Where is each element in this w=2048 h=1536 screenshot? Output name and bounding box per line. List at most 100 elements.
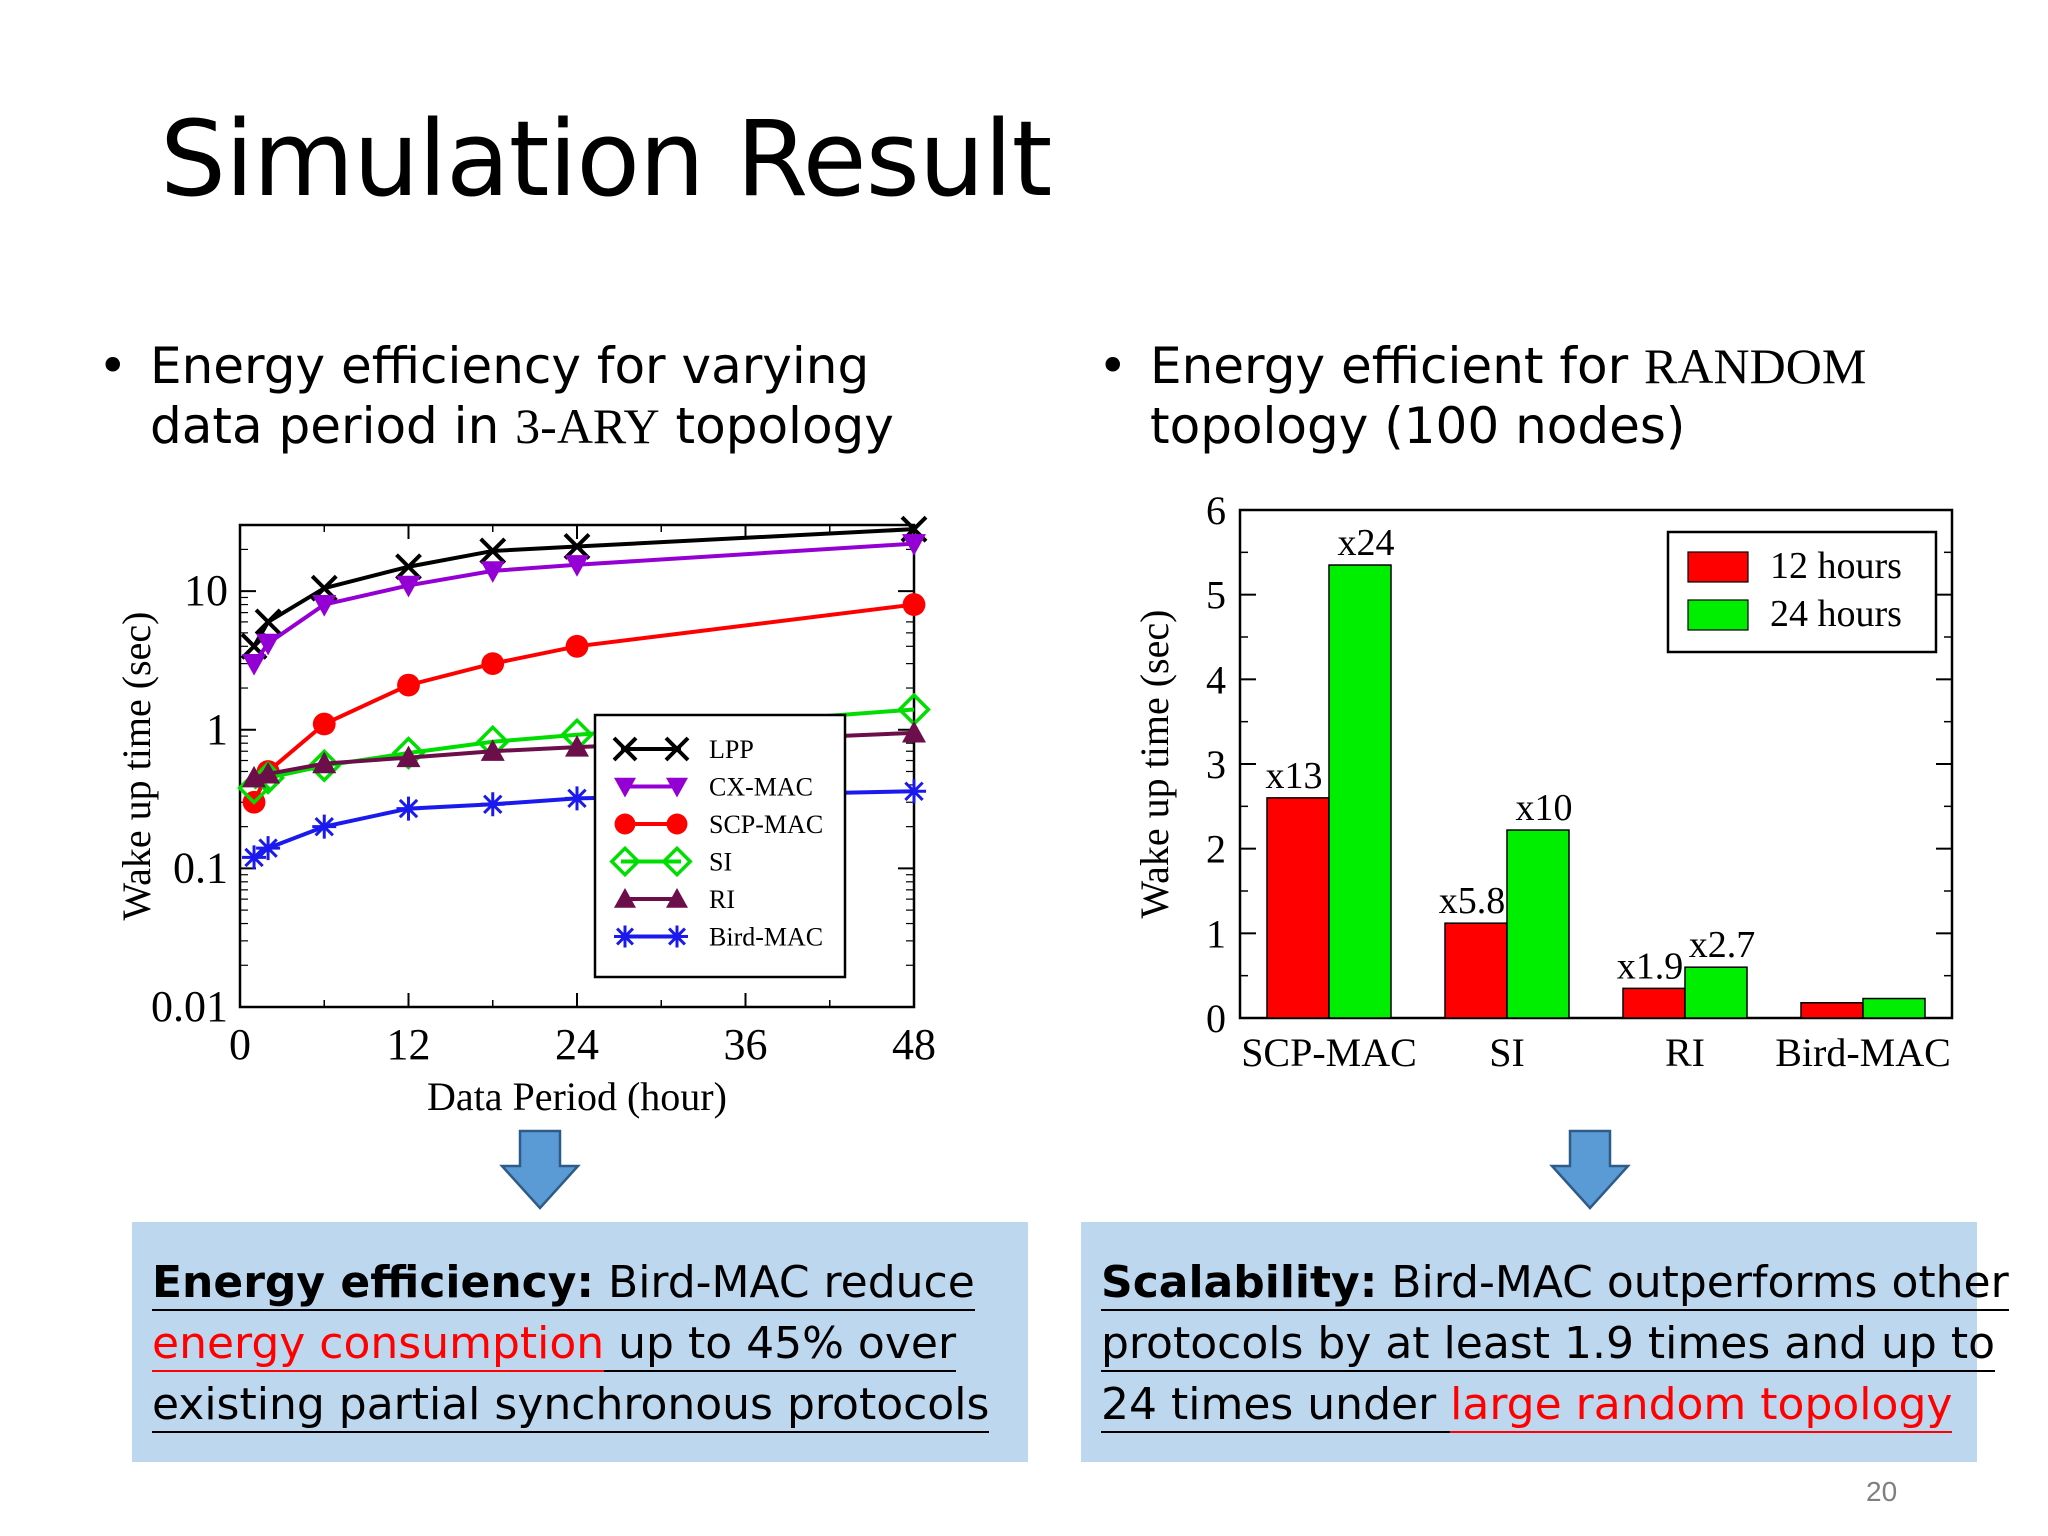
- energy-efficiency-box: Energy efficiency: Bird-MAC reduce energ…: [132, 1222, 1028, 1462]
- y-axis-label: Wake up time (sec): [114, 612, 159, 921]
- bar: [1506, 829, 1570, 1019]
- series-line: [252, 527, 915, 648]
- data-point: [565, 786, 589, 811]
- page-number: 20: [1866, 1476, 1898, 1507]
- legend-marker: [664, 736, 690, 762]
- legend-marker: [666, 925, 688, 948]
- x-axis-label: Data Period (hour): [427, 1074, 727, 1119]
- x-tick-label: SCP-MAC: [1241, 1030, 1417, 1075]
- data-point: [397, 673, 420, 697]
- legend-label: SI: [709, 848, 732, 877]
- bar: [1444, 922, 1508, 1019]
- box-text: Bird-MAC reduce: [594, 1257, 975, 1308]
- bar-label: x2.7: [1689, 924, 1756, 966]
- legend-label: 24 hours: [1770, 593, 1902, 635]
- data-point: [256, 761, 281, 784]
- legend-marker: [666, 777, 688, 798]
- data-point: [256, 633, 281, 656]
- legend-label: LPP: [709, 735, 754, 764]
- y-tick-label: 0: [1206, 996, 1226, 1041]
- data-point: [396, 575, 421, 598]
- legend-label: RI: [709, 885, 735, 914]
- box-line: 24 times under large random topology: [1101, 1374, 2009, 1435]
- data-point: [902, 593, 926, 616]
- data-point: [391, 736, 426, 770]
- x-tick-label: RI: [1665, 1030, 1705, 1075]
- y-tick-label: 2: [1206, 827, 1226, 872]
- y-tick-label: 4: [1206, 657, 1226, 702]
- y-tick-label: 10: [184, 566, 228, 615]
- y-tick-label: 3: [1206, 742, 1226, 787]
- legend-swatch: [1687, 551, 1749, 583]
- legend-label: 12 hours: [1770, 545, 1902, 587]
- y-tick-label: 5: [1206, 573, 1226, 618]
- x-tick-label: 36: [724, 1020, 768, 1069]
- legend-marker: [614, 888, 636, 908]
- y-tick-label: 6: [1206, 490, 1226, 533]
- box-text: protocols by at least 1.9 times and up t…: [1101, 1318, 1995, 1372]
- data-point: [902, 720, 926, 743]
- legend-marker: [666, 888, 688, 908]
- data-point: [480, 561, 505, 583]
- box-line: energy consumption up to 45% over: [152, 1313, 989, 1374]
- box-line: Energy efficiency: Bird-MAC reduce: [152, 1252, 989, 1313]
- y-tick-label: 1: [1206, 911, 1226, 956]
- down-arrow-icon: [499, 1129, 581, 1210]
- bar: [1266, 797, 1330, 1019]
- bullet-dot: •: [98, 337, 128, 395]
- box-line: protocols by at least 1.9 times and up t…: [1101, 1313, 2009, 1374]
- data-point: [902, 534, 926, 556]
- legend-marker: [614, 777, 636, 798]
- data-point: [480, 739, 505, 761]
- data-point: [563, 533, 591, 560]
- right-bullet-tail: topology (100 nodes): [1150, 397, 1686, 455]
- line-chart-wakeup-vs-period: 0 12 24 36 48 0.01 0.1 1 10 LPP CX-MAC SCP-MAC SI RI…: [114, 515, 936, 1119]
- data-point: [481, 652, 505, 676]
- legend-label: SCP-MAC: [709, 810, 823, 839]
- data-point: [479, 537, 507, 565]
- data-point: [312, 594, 337, 617]
- legend-label: Bird-MAC: [709, 923, 823, 952]
- box-line: existing partial synchronous protocols: [152, 1374, 990, 1435]
- box-text: Bird-MAC outperforms other: [1377, 1257, 2009, 1308]
- legend-marker: [666, 813, 688, 835]
- legend-marker: [609, 845, 641, 878]
- slide-title: Simulation Result: [160, 98, 1052, 220]
- box-line: Scalability: Bird-MAC outperforms other: [1101, 1252, 2009, 1313]
- right-bullet: • Energy efficient for RANDOM topology (…: [1098, 336, 1950, 456]
- box-heading: Energy efficiency:: [152, 1257, 595, 1308]
- data-point: [480, 792, 505, 817]
- data-point: [396, 796, 421, 821]
- x-tick-label: 12: [387, 1020, 431, 1069]
- data-point: [256, 836, 281, 861]
- bar-label: x10: [1516, 787, 1573, 829]
- legend-marker: [612, 736, 638, 762]
- x-tick-label: Bird-MAC: [1775, 1030, 1951, 1075]
- bar-label: x1.9: [1617, 945, 1684, 987]
- box-highlight: large random topology: [1450, 1379, 1953, 1433]
- bar-label: x13: [1266, 755, 1323, 797]
- data-point: [312, 712, 336, 736]
- left-bullet-text: Energy efficiency for varying data perio…: [150, 337, 870, 455]
- data-point: [902, 779, 926, 804]
- legend-swatch: [1687, 599, 1749, 631]
- bar: [1862, 997, 1926, 1019]
- bar: [1684, 966, 1748, 1019]
- box-text: up to 45% over: [604, 1318, 957, 1372]
- bullet-dot: •: [1098, 337, 1128, 395]
- bar: [1800, 1002, 1864, 1019]
- x-tick-label: SI: [1489, 1030, 1525, 1075]
- right-bullet-text: Energy efficient for: [1150, 337, 1645, 395]
- bar: [1328, 564, 1392, 1019]
- x-tick-label: 48: [892, 1020, 936, 1069]
- bar: [1622, 987, 1686, 1019]
- data-point: [565, 634, 589, 658]
- left-bullet-tail: topology: [659, 397, 894, 455]
- data-point: [312, 814, 337, 839]
- box-text: existing partial synchronous protocols: [152, 1379, 990, 1433]
- x-tick-label: 0: [229, 1020, 251, 1069]
- bar-label: x24: [1338, 522, 1395, 564]
- data-point: [395, 553, 422, 581]
- data-point: [254, 608, 282, 636]
- down-arrow-icon: [1549, 1129, 1631, 1210]
